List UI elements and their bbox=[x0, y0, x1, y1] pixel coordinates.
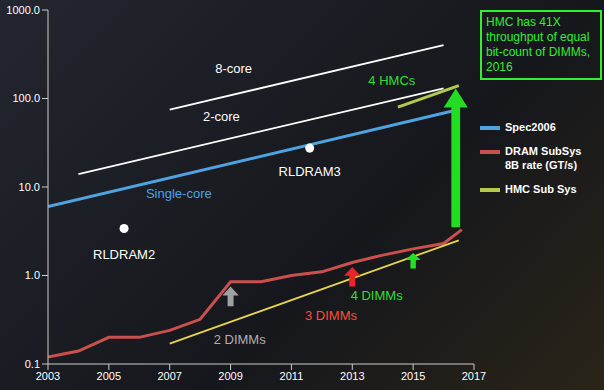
html-text:DRAM SubSys 8B rate (GT/s): DRAM SubSys 8B rate (GT/s) bbox=[505, 145, 582, 171]
html-text:HMC Sub Sys: HMC Sub Sys bbox=[505, 183, 577, 195]
svg-text:2003: 2003 bbox=[36, 370, 60, 382]
svg-text:1.0: 1.0 bbox=[25, 269, 40, 281]
svg-text:2017: 2017 bbox=[462, 370, 486, 382]
svg-text:2013: 2013 bbox=[340, 370, 364, 382]
svg-text:RLDRAM2: RLDRAM2 bbox=[93, 247, 155, 262]
svg-text:1000.0: 1000.0 bbox=[6, 4, 40, 16]
svg-text:2015: 2015 bbox=[401, 370, 425, 382]
svg-text:2011: 2011 bbox=[280, 370, 304, 382]
html-text:Spec2006: Spec2006 bbox=[505, 121, 556, 133]
svg-text:3 DIMMs: 3 DIMMs bbox=[305, 308, 358, 323]
svg-text:100.0: 100.0 bbox=[12, 92, 40, 104]
svg-text:0.1: 0.1 bbox=[25, 358, 40, 370]
svg-text:2-core: 2-core bbox=[203, 109, 240, 124]
svg-text:2 DIMMs: 2 DIMMs bbox=[214, 332, 267, 347]
svg-text:RLDRAM3: RLDRAM3 bbox=[279, 164, 341, 179]
html-text:HMC has 41X throughput of equa: HMC has 41X throughput of equal bit-coun… bbox=[486, 15, 590, 74]
svg-text:4 DIMMs: 4 DIMMs bbox=[351, 288, 404, 303]
svg-text:Single-core: Single-core bbox=[146, 186, 212, 201]
svg-text:10.0: 10.0 bbox=[19, 181, 40, 193]
svg-text:4 HMCs: 4 HMCs bbox=[368, 73, 415, 88]
svg-text:2007: 2007 bbox=[157, 370, 181, 382]
svg-text:2009: 2009 bbox=[218, 370, 242, 382]
svg-text:8-core: 8-core bbox=[215, 61, 252, 76]
svg-text:2005: 2005 bbox=[97, 370, 121, 382]
